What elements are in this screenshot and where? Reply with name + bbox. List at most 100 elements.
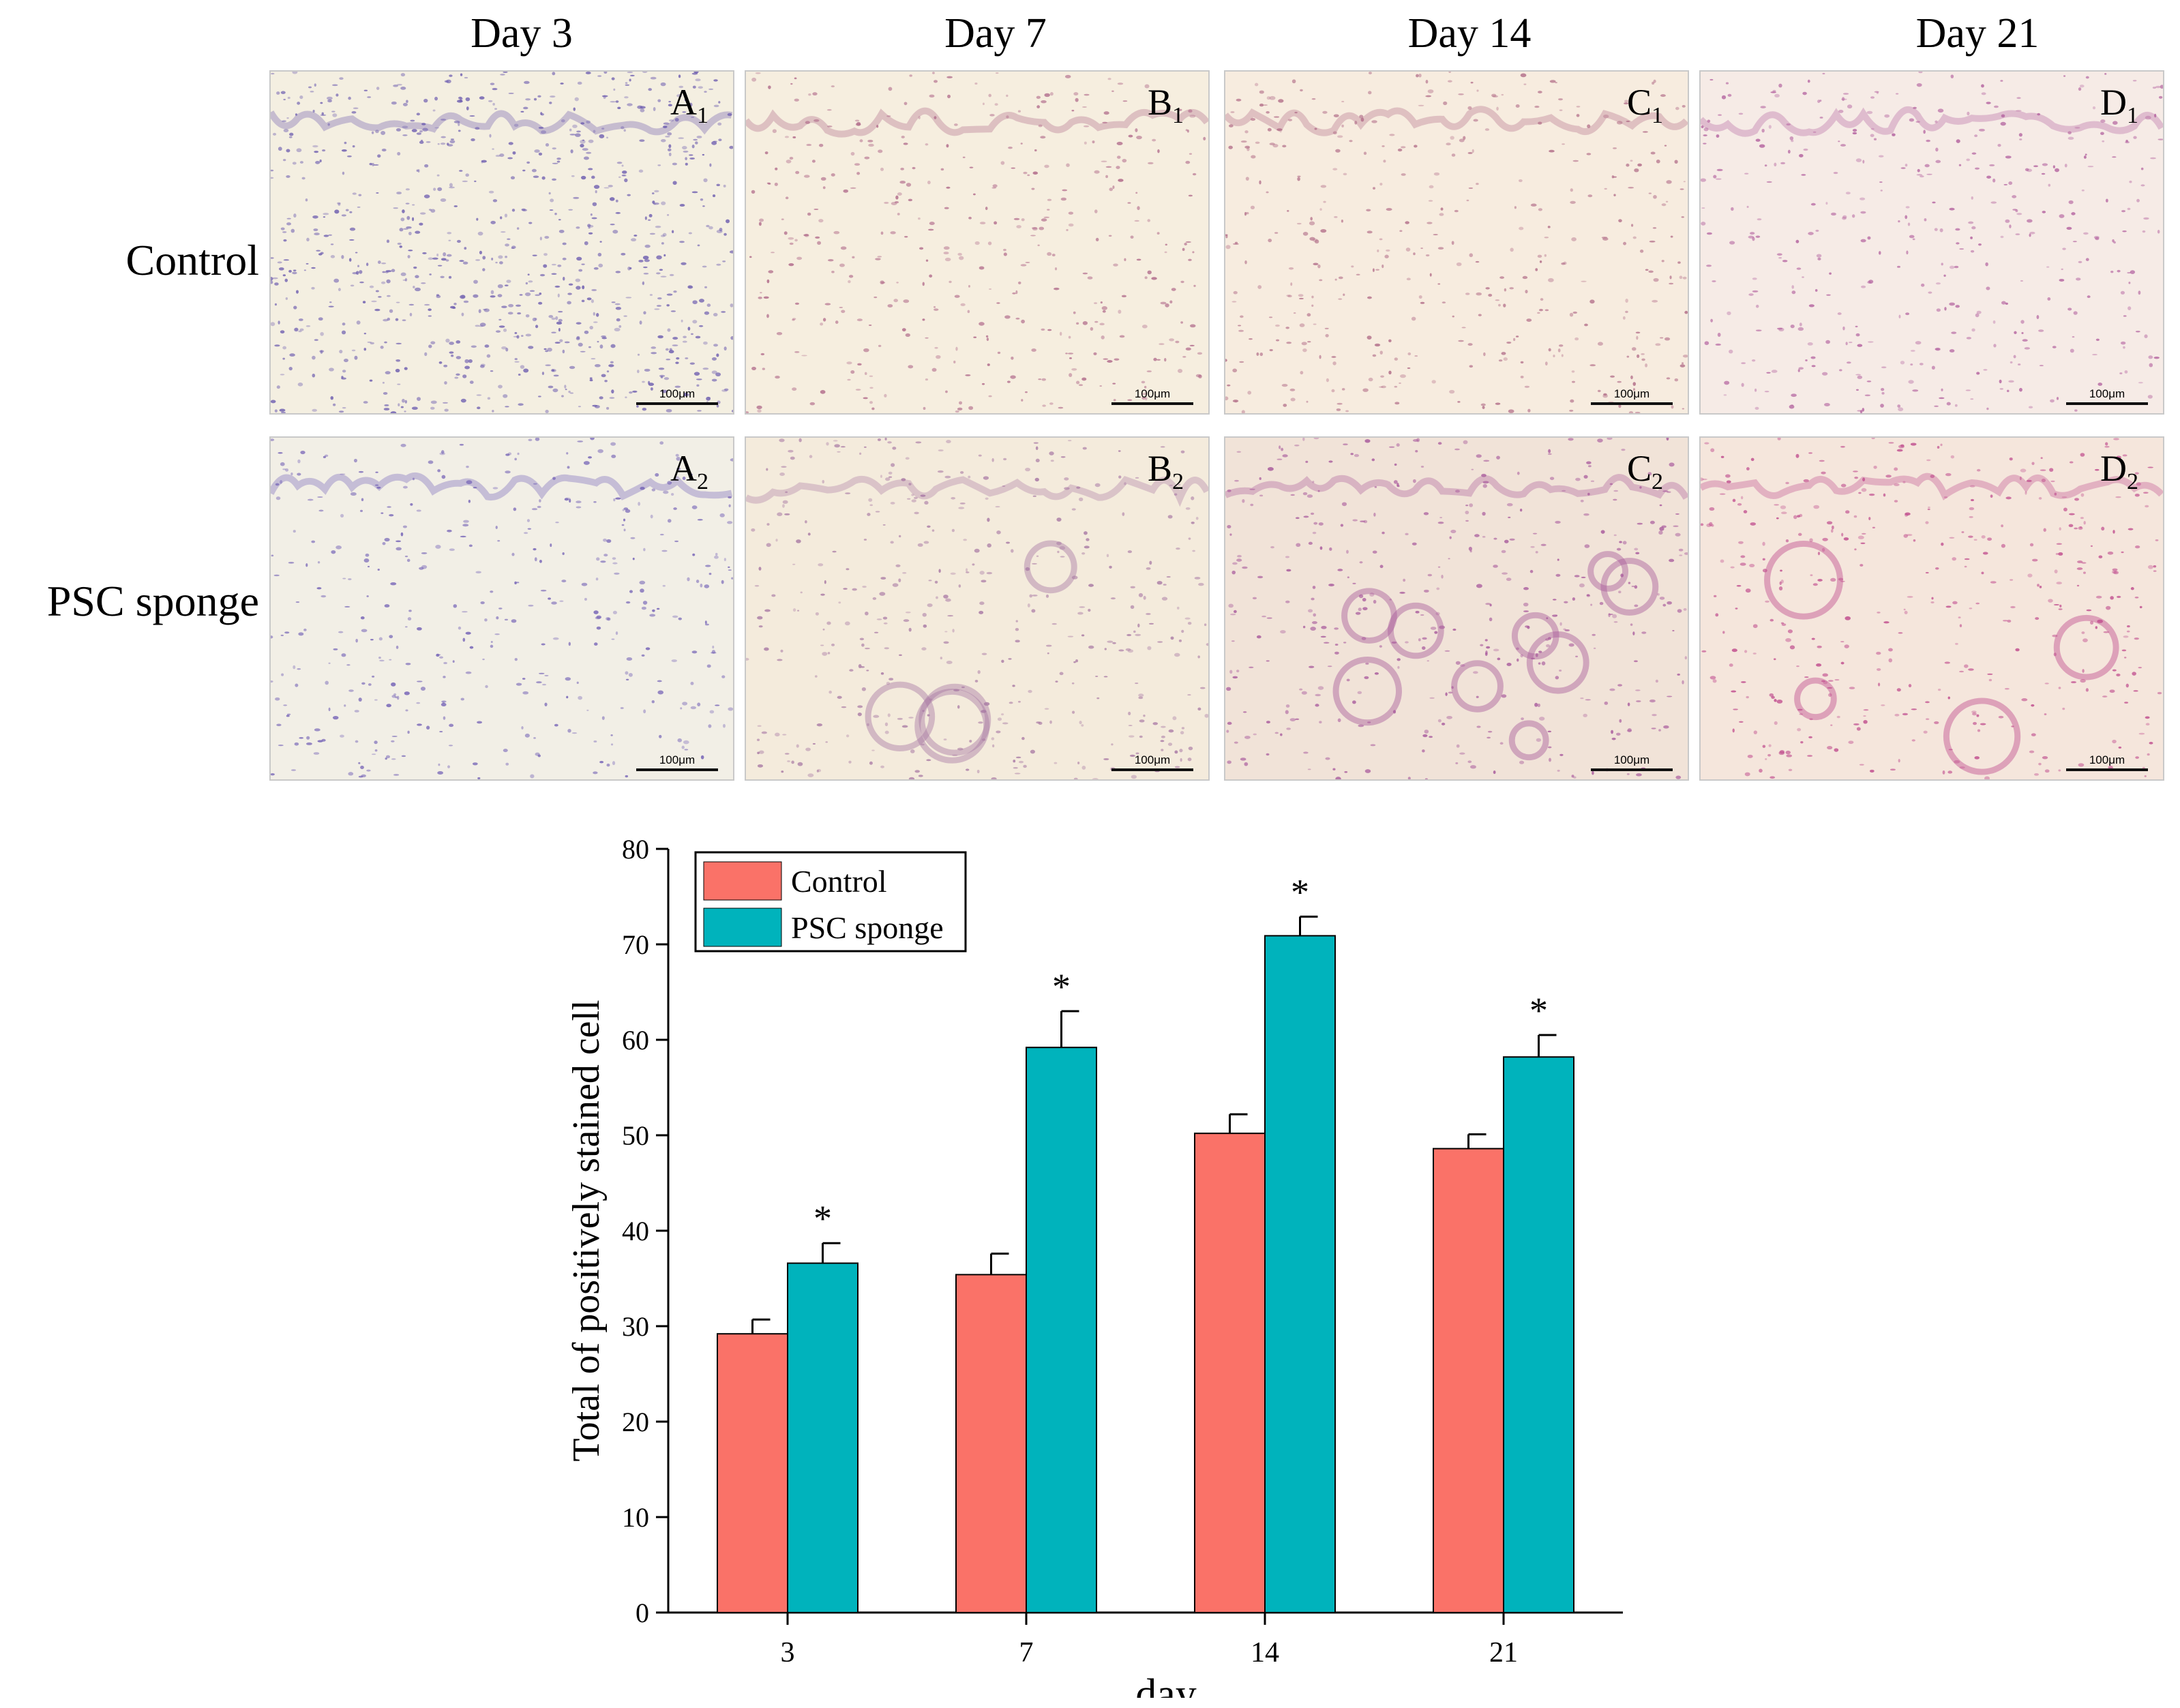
panel-label-letter: A [670, 82, 697, 123]
y-axis-label: Total of positively stained cell [565, 1000, 608, 1461]
column-header-day-7: Day 7 [944, 10, 1047, 57]
micrograph-panel-b2: B2 100μm [745, 436, 1210, 781]
y-tick-label: 60 [622, 1025, 649, 1055]
panel-label-index: 2 [697, 468, 708, 494]
tissue-texture [271, 438, 733, 779]
tissue-texture [1225, 72, 1688, 413]
scale-bar-line [1111, 768, 1193, 771]
y-tick-label: 70 [622, 929, 649, 960]
scale-bar-line [1111, 402, 1193, 405]
panel-label: A2 [670, 447, 708, 495]
significance-marker: * [813, 1198, 832, 1239]
panel-label-index: 2 [1172, 468, 1184, 494]
bar-control-7 [955, 1274, 1027, 1614]
bar-control-14 [1194, 1133, 1266, 1613]
scale-bar: 100μm [2066, 753, 2148, 771]
scale-bar-line [2066, 768, 2148, 771]
panel-label-index: 2 [2127, 468, 2138, 494]
scale-bar: 100μm [1111, 387, 1193, 405]
bar-psc-sponge-21 [1503, 1056, 1574, 1613]
bar-control-3 [717, 1333, 788, 1613]
scale-bar-label: 100μm [659, 753, 696, 766]
scale-bar-line [636, 768, 718, 771]
x-tick-label: 7 [1019, 1637, 1034, 1668]
scale-bar-label: 100μm [1134, 753, 1171, 766]
panel-label-letter: C [1626, 448, 1652, 489]
scale-bar-label: 100μm [1134, 387, 1171, 400]
micrograph-panel-c2: C2 100μm [1224, 436, 1689, 781]
column-header-day-3: Day 3 [471, 10, 573, 57]
row-header-control: Control [125, 236, 259, 284]
panel-label-index: 1 [1172, 102, 1184, 128]
scale-bar: 100μm [636, 753, 718, 771]
panel-label-index: 2 [1652, 468, 1663, 494]
micrograph-panel-d2: D2 100μm [1699, 436, 2164, 781]
significance-marker: * [1052, 966, 1071, 1007]
scale-bar-label: 100μm [2089, 387, 2125, 400]
legend-swatch-control [703, 861, 782, 901]
micrograph-panel-a1: A1 100μm [269, 70, 734, 415]
scale-bar-label: 100μm [1613, 387, 1650, 400]
legend-swatch-psc-sponge [703, 908, 782, 947]
significance-marker: * [1529, 990, 1548, 1031]
panel-label-index: 1 [697, 102, 708, 128]
bar-control-21 [1433, 1148, 1504, 1614]
scale-bar-line [2066, 402, 2148, 405]
legend-label-control: Control [791, 864, 887, 899]
tissue-texture [746, 72, 1208, 413]
bar-psc-sponge-14 [1264, 935, 1336, 1613]
panel-label-index: 1 [2127, 102, 2138, 128]
scale-bar-line [636, 402, 718, 405]
x-axis-label: day [1135, 1671, 1197, 1698]
panel-label-letter: D [2100, 448, 2127, 489]
legend-label-psc-sponge: PSC sponge [791, 910, 944, 945]
scale-bar-label: 100μm [2089, 753, 2125, 766]
bar-chart: 0 10 20 30 40 50 60 70 80 3 * 7 * 14 * 21 * day Total of p… [565, 834, 1623, 1698]
tissue-texture [271, 72, 733, 413]
scale-bar: 100μm [636, 387, 718, 405]
scale-bar-line [1591, 768, 1673, 771]
y-tick-label: 40 [622, 1216, 649, 1246]
panel-label-letter: D [2100, 82, 2127, 123]
y-tick-label: 80 [622, 834, 649, 865]
panel-label: B2 [1148, 447, 1184, 495]
tissue-texture [1701, 72, 2163, 413]
bar-psc-sponge-7 [1026, 1047, 1097, 1613]
scale-bar-line [1591, 402, 1673, 405]
scale-bar-label: 100μm [1613, 753, 1650, 766]
y-tick-label: 0 [636, 1598, 649, 1628]
column-header-day-21: Day 21 [1915, 10, 2040, 57]
panel-label: A1 [670, 81, 708, 129]
tissue-texture [746, 438, 1208, 779]
panel-label-index: 1 [1652, 102, 1663, 128]
scale-bar: 100μm [1591, 387, 1673, 405]
panel-label: D1 [2100, 81, 2138, 129]
significance-marker: * [1291, 871, 1309, 912]
micrograph-panel-b1: B1 100μm [745, 70, 1210, 415]
panel-label-letter: A [670, 448, 697, 489]
x-tick-label: 21 [1489, 1637, 1518, 1668]
y-tick-label: 50 [622, 1120, 649, 1151]
panel-label: D2 [2100, 447, 2138, 495]
panel-label-letter: B [1147, 448, 1172, 489]
scale-bar-label: 100μm [659, 387, 696, 400]
panel-label: C2 [1627, 447, 1663, 495]
x-tick-label: 3 [781, 1637, 795, 1668]
tissue-texture [1225, 438, 1688, 779]
y-tick-label: 10 [622, 1502, 649, 1533]
micrograph-panel-c1: C1 100μm [1224, 70, 1689, 415]
y-tick-label: 20 [622, 1407, 649, 1437]
y-tick-label: 30 [622, 1311, 649, 1342]
x-tick-label: 14 [1251, 1637, 1279, 1668]
row-header-psc-sponge: PSC sponge [46, 577, 259, 625]
scale-bar: 100μm [1591, 753, 1673, 771]
bar-psc-sponge-3 [787, 1262, 858, 1613]
panel-label-letter: C [1626, 82, 1652, 123]
panel-label-letter: B [1147, 82, 1172, 123]
micrograph-panel-d1: D1 100μm [1699, 70, 2164, 415]
scale-bar: 100μm [1111, 753, 1193, 771]
panel-label: C1 [1627, 81, 1663, 129]
panel-label: B1 [1148, 81, 1184, 129]
micrograph-panel-a2: A2 100μm [269, 436, 734, 781]
scale-bar: 100μm [2066, 387, 2148, 405]
